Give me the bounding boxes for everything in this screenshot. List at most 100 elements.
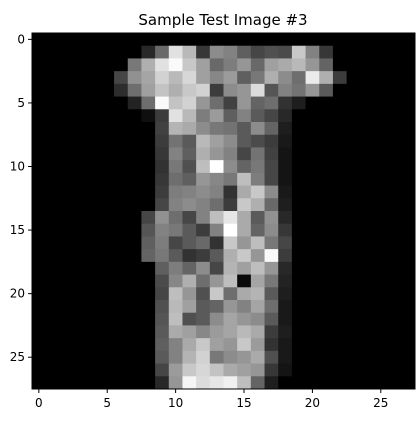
heatmap-cell — [332, 274, 348, 288]
heatmap-cell — [86, 71, 101, 85]
heatmap-cell — [373, 71, 389, 85]
heatmap-cell — [346, 134, 361, 148]
heatmap-cell — [387, 363, 402, 377]
heatmap-cell — [127, 350, 142, 365]
heatmap-cell — [401, 122, 416, 136]
y-tick-label: 10 — [10, 160, 25, 174]
heatmap-cell — [155, 350, 170, 365]
heatmap-cell — [127, 325, 142, 339]
heatmap-cell — [264, 261, 279, 276]
heatmap-cell — [360, 172, 375, 187]
heatmap-cell — [346, 160, 361, 174]
heatmap-cell — [278, 211, 293, 225]
heatmap-cell — [237, 45, 252, 59]
heatmap-cell — [100, 147, 115, 161]
heatmap-cell — [264, 249, 279, 263]
heatmap-cell — [278, 147, 293, 161]
heatmap-cell — [73, 33, 88, 47]
heatmap-cell — [114, 274, 129, 288]
heatmap-cell — [168, 338, 183, 352]
heatmap-cell — [237, 198, 252, 212]
heatmap-cell — [127, 185, 142, 199]
heatmap-cell — [360, 198, 375, 212]
y-tick-label: 20 — [10, 287, 25, 301]
heatmap-cell — [305, 185, 320, 199]
heatmap-cell — [291, 287, 307, 301]
heatmap-cell — [141, 58, 156, 72]
heatmap-cell — [291, 376, 307, 390]
heatmap-cell — [32, 350, 47, 365]
heatmap-cell — [155, 96, 170, 110]
heatmap-cell — [223, 33, 238, 47]
heatmap-cell — [141, 312, 156, 326]
heatmap-cell — [373, 261, 389, 276]
heatmap-cell — [250, 350, 266, 365]
heatmap-cell — [114, 147, 129, 161]
heatmap-cell — [332, 58, 348, 72]
heatmap-cell — [237, 287, 252, 301]
heatmap-cell — [141, 350, 156, 365]
heatmap-cell — [155, 338, 170, 352]
heatmap-cell — [264, 96, 279, 110]
heatmap-cell — [305, 45, 320, 59]
heatmap-cell — [32, 376, 47, 390]
heatmap-cell — [387, 211, 402, 225]
heatmap-cell — [250, 198, 266, 212]
heatmap-cell — [319, 350, 334, 365]
heatmap-cell — [319, 363, 334, 377]
heatmap-cell — [305, 58, 320, 72]
heatmap-cell — [127, 261, 142, 276]
heatmap-cell — [346, 33, 361, 47]
heatmap-cell — [209, 312, 224, 326]
heatmap-cell — [73, 147, 88, 161]
heatmap-cell — [86, 376, 101, 390]
heatmap-cell — [401, 350, 416, 365]
heatmap-cell — [250, 109, 266, 123]
heatmap-cell — [223, 312, 238, 326]
heatmap-cell — [114, 223, 129, 237]
heatmap-cell — [360, 274, 375, 288]
heatmap-cell — [155, 122, 170, 136]
heatmap-cell — [100, 261, 115, 276]
heatmap-cell — [196, 71, 211, 85]
heatmap-cell — [291, 236, 307, 250]
heatmap-cell — [168, 350, 183, 365]
heatmap-cell — [182, 58, 197, 72]
heatmap-cell — [237, 122, 252, 136]
heatmap-cell — [155, 376, 170, 390]
heatmap-cell — [291, 312, 307, 326]
heatmap-cell — [332, 287, 348, 301]
heatmap-cell — [319, 71, 334, 85]
heatmap-cell — [45, 325, 60, 339]
heatmap-cell — [182, 287, 197, 301]
heatmap-cell — [114, 249, 129, 263]
heatmap-cell — [168, 376, 183, 390]
heatmap-cell — [86, 160, 101, 174]
heatmap-cell — [209, 261, 224, 276]
heatmap-cell — [196, 223, 211, 237]
heatmap-cell — [155, 33, 170, 47]
heatmap-cell — [319, 249, 334, 263]
heatmap-cell — [264, 198, 279, 212]
heatmap-cell — [127, 198, 142, 212]
heatmap-cell — [59, 83, 74, 98]
heatmap-cell — [155, 83, 170, 98]
y-tick-label: 5 — [17, 96, 25, 110]
heatmap-cell — [59, 236, 74, 250]
heatmap-cell — [100, 134, 115, 148]
heatmap-cell — [223, 249, 238, 263]
heatmap-cell — [168, 109, 183, 123]
heatmap-cell — [127, 134, 142, 148]
heatmap-cell — [237, 261, 252, 276]
heatmap-cell — [346, 109, 361, 123]
heatmap-image — [32, 33, 416, 390]
heatmap-cell — [86, 261, 101, 276]
heatmap-cell — [127, 45, 142, 59]
heatmap-cell — [264, 325, 279, 339]
heatmap-cell — [209, 249, 224, 263]
heatmap-cell — [237, 172, 252, 187]
heatmap-cell — [291, 134, 307, 148]
heatmap-cell — [264, 83, 279, 98]
heatmap-cell — [45, 147, 60, 161]
heatmap-cell — [401, 312, 416, 326]
